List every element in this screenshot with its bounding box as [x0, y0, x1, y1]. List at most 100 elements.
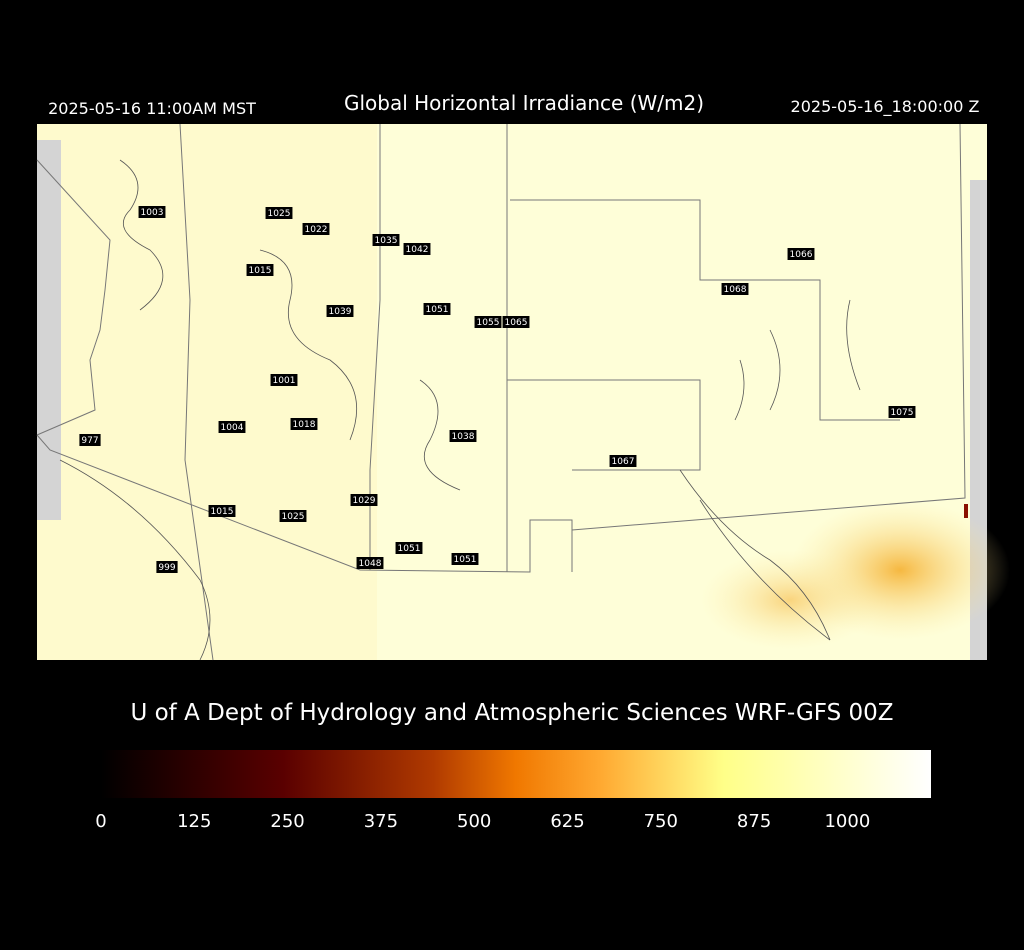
label-box [609, 455, 637, 467]
label-text: 1042 [406, 245, 429, 255]
map-title: Global Horizontal Irradiance (W/m2) [344, 91, 704, 115]
colorbar-tick-label: 1000 [824, 811, 870, 832]
label-box [721, 283, 749, 295]
label-text: 1068 [724, 285, 747, 295]
label-box [372, 234, 400, 246]
colorbar-tick-label: 125 [177, 811, 211, 832]
no-data-strip [37, 140, 61, 520]
label-text: 1051 [454, 555, 477, 565]
station-label: 1025 [265, 207, 293, 219]
label-box [246, 264, 274, 276]
station-label: 1068 [721, 283, 749, 295]
label-box [302, 223, 330, 235]
colorbar-tick-label: 0 [95, 811, 106, 832]
station-label: 1039 [326, 305, 354, 317]
station-label: 1048 [356, 557, 384, 569]
valid-utc: 2025-05-16_18:00:00 Z [791, 97, 980, 117]
label-box [451, 553, 479, 565]
station-label: 1025 [279, 510, 307, 522]
label-box [218, 421, 246, 433]
station-label: 1042 [403, 243, 431, 255]
label-box [279, 510, 307, 522]
station-labels: 1003 1025 1022 1035 1042 1015 1066 1068 1039 1051… [79, 206, 916, 573]
label-box [474, 316, 502, 328]
label-box [888, 406, 916, 418]
station-label: 1055 [474, 316, 502, 328]
map: 1003 1025 1022 1035 1042 1015 1066 1068 1039 1051… [36, 123, 1010, 661]
colorbar-ticks: 0 125 250 375 500 625 750 875 1000 [95, 811, 870, 832]
station-label: 1003 [138, 206, 166, 218]
label-box [502, 316, 530, 328]
station-label: 1018 [290, 418, 318, 430]
label-text: 1038 [452, 432, 475, 442]
label-text: 1066 [790, 250, 813, 260]
station-label: 1051 [395, 542, 423, 554]
label-text: 1015 [211, 507, 234, 517]
label-text: 1039 [329, 307, 352, 317]
label-text: 1015 [249, 266, 272, 276]
label-box [208, 505, 236, 517]
label-text: 1025 [268, 209, 291, 219]
label-text: 1051 [398, 544, 421, 554]
colorbar-tick-label: 875 [737, 811, 771, 832]
label-text: 1003 [141, 208, 164, 218]
label-box [290, 418, 318, 430]
station-label: 1035 [372, 234, 400, 246]
colorbar-tick-label: 500 [457, 811, 491, 832]
station-label: 1075 [888, 406, 916, 418]
colorbar [101, 750, 931, 798]
high-irradiance-area [700, 550, 880, 650]
label-text: 977 [81, 436, 98, 446]
label-box [270, 374, 298, 386]
label-text: 1025 [282, 512, 305, 522]
label-text: 1055 [477, 318, 500, 328]
colorbar-tick-label: 375 [364, 811, 398, 832]
terrain-contours [59, 159, 861, 661]
label-text: 1004 [221, 423, 244, 433]
label-text: 1022 [305, 225, 328, 235]
label-box [265, 207, 293, 219]
label-box [787, 248, 815, 260]
label-box [423, 303, 451, 315]
label-text: 1018 [293, 420, 316, 430]
label-box [138, 206, 166, 218]
label-text: 1048 [359, 559, 382, 569]
station-label: 1051 [423, 303, 451, 315]
station-label: 1022 [302, 223, 330, 235]
label-text: 1051 [426, 305, 449, 315]
station-label: 1066 [787, 248, 815, 260]
station-label: 1004 [218, 421, 246, 433]
station-label: 999 [156, 561, 178, 573]
label-text: 1001 [273, 376, 296, 386]
label-text: 1035 [375, 236, 398, 246]
station-label: 1038 [449, 430, 477, 442]
label-box [350, 494, 378, 506]
label-box [326, 305, 354, 317]
station-label: 1067 [609, 455, 637, 467]
boundaries [36, 123, 966, 661]
station-label: 1065 [502, 316, 530, 328]
label-box [79, 434, 101, 446]
credit: U of A Dept of Hydrology and Atmospheric… [130, 700, 893, 726]
label-box [403, 243, 431, 255]
station-label: 1051 [451, 553, 479, 565]
colorbar-tick-label: 625 [550, 811, 584, 832]
valid-local: 2025-05-16 11:00AM MST [48, 99, 256, 118]
label-text: 1075 [891, 408, 914, 418]
station-label: 977 [79, 434, 101, 446]
label-box [449, 430, 477, 442]
low-irradiance-cell [964, 504, 968, 518]
station-label: 1015 [246, 264, 274, 276]
label-box [356, 557, 384, 569]
station-label: 1029 [350, 494, 378, 506]
label-text: 999 [158, 563, 175, 573]
label-text: 1029 [353, 496, 376, 506]
label-text: 1065 [505, 318, 528, 328]
station-label: 1015 [208, 505, 236, 517]
station-label: 1001 [270, 374, 298, 386]
shade [37, 124, 377, 660]
label-box [156, 561, 178, 573]
colorbar-tick-label: 750 [644, 811, 678, 832]
